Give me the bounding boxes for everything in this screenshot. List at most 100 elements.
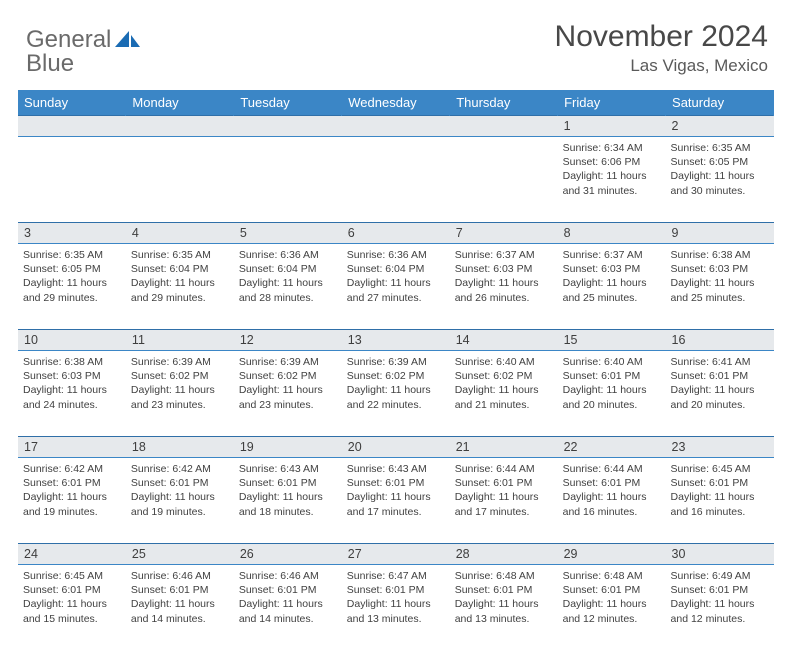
day-cell-content: Sunrise: 6:48 AMSunset: 6:01 PMDaylight:… (563, 569, 661, 626)
day-cell: Sunrise: 6:43 AMSunset: 6:01 PMDaylight:… (342, 458, 450, 544)
day-cell: Sunrise: 6:39 AMSunset: 6:02 PMDaylight:… (342, 351, 450, 437)
dow-thursday: Thursday (450, 90, 558, 116)
header: General November 2024 Las Vigas, Mexico (18, 20, 774, 76)
week-row: Sunrise: 6:42 AMSunset: 6:01 PMDaylight:… (18, 458, 774, 544)
day-number: 16 (666, 330, 774, 351)
day-number: 9 (666, 223, 774, 244)
day-cell: Sunrise: 6:35 AMSunset: 6:05 PMDaylight:… (18, 244, 126, 330)
month-title: November 2024 (555, 20, 768, 54)
location: Las Vigas, Mexico (555, 56, 768, 76)
day-number: 17 (18, 437, 126, 458)
day-cell-content: Sunrise: 6:46 AMSunset: 6:01 PMDaylight:… (239, 569, 337, 626)
day-cell: Sunrise: 6:34 AMSunset: 6:06 PMDaylight:… (558, 137, 666, 223)
day-cell: Sunrise: 6:42 AMSunset: 6:01 PMDaylight:… (18, 458, 126, 544)
day-number: 22 (558, 437, 666, 458)
day-cell-content: Sunrise: 6:37 AMSunset: 6:03 PMDaylight:… (563, 248, 661, 305)
day-number: 13 (342, 330, 450, 351)
day-number: 19 (234, 437, 342, 458)
day-cell-content: Sunrise: 6:35 AMSunset: 6:05 PMDaylight:… (23, 248, 121, 305)
day-number: 29 (558, 544, 666, 565)
day-cell: Sunrise: 6:37 AMSunset: 6:03 PMDaylight:… (558, 244, 666, 330)
day-cell-content: Sunrise: 6:37 AMSunset: 6:03 PMDaylight:… (455, 248, 553, 305)
day-cell-content: Sunrise: 6:39 AMSunset: 6:02 PMDaylight:… (239, 355, 337, 412)
day-cell-content: Sunrise: 6:40 AMSunset: 6:01 PMDaylight:… (563, 355, 661, 412)
day-number: 3 (18, 223, 126, 244)
day-cell (342, 137, 450, 223)
day-cell: Sunrise: 6:39 AMSunset: 6:02 PMDaylight:… (234, 351, 342, 437)
day-cell: Sunrise: 6:41 AMSunset: 6:01 PMDaylight:… (666, 351, 774, 437)
day-cell: Sunrise: 6:40 AMSunset: 6:02 PMDaylight:… (450, 351, 558, 437)
day-cell-content: Sunrise: 6:42 AMSunset: 6:01 PMDaylight:… (131, 462, 229, 519)
day-number: 11 (126, 330, 234, 351)
day-number: 23 (666, 437, 774, 458)
day-cell: Sunrise: 6:44 AMSunset: 6:01 PMDaylight:… (558, 458, 666, 544)
day-number: 10 (18, 330, 126, 351)
week-row: Sunrise: 6:34 AMSunset: 6:06 PMDaylight:… (18, 137, 774, 223)
day-cell-content: Sunrise: 6:34 AMSunset: 6:06 PMDaylight:… (563, 141, 661, 198)
day-cell: Sunrise: 6:38 AMSunset: 6:03 PMDaylight:… (666, 244, 774, 330)
day-number (450, 116, 558, 137)
day-number: 28 (450, 544, 558, 565)
day-number (126, 116, 234, 137)
day-cell: Sunrise: 6:35 AMSunset: 6:05 PMDaylight:… (666, 137, 774, 223)
day-number: 15 (558, 330, 666, 351)
day-number: 4 (126, 223, 234, 244)
day-cell-content: Sunrise: 6:38 AMSunset: 6:03 PMDaylight:… (671, 248, 769, 305)
day-cell: Sunrise: 6:48 AMSunset: 6:01 PMDaylight:… (558, 565, 666, 651)
day-cell-content: Sunrise: 6:45 AMSunset: 6:01 PMDaylight:… (23, 569, 121, 626)
day-cell: Sunrise: 6:39 AMSunset: 6:02 PMDaylight:… (126, 351, 234, 437)
day-cell: Sunrise: 6:46 AMSunset: 6:01 PMDaylight:… (234, 565, 342, 651)
day-cell-content: Sunrise: 6:43 AMSunset: 6:01 PMDaylight:… (347, 462, 445, 519)
day-cell: Sunrise: 6:35 AMSunset: 6:04 PMDaylight:… (126, 244, 234, 330)
day-cell-content: Sunrise: 6:39 AMSunset: 6:02 PMDaylight:… (131, 355, 229, 412)
day-number: 21 (450, 437, 558, 458)
day-cell: Sunrise: 6:48 AMSunset: 6:01 PMDaylight:… (450, 565, 558, 651)
day-number: 27 (342, 544, 450, 565)
day-cell: Sunrise: 6:44 AMSunset: 6:01 PMDaylight:… (450, 458, 558, 544)
day-cell-content: Sunrise: 6:46 AMSunset: 6:01 PMDaylight:… (131, 569, 229, 626)
day-cell-content: Sunrise: 6:35 AMSunset: 6:04 PMDaylight:… (131, 248, 229, 305)
day-cell: Sunrise: 6:38 AMSunset: 6:03 PMDaylight:… (18, 351, 126, 437)
dow-friday: Friday (558, 90, 666, 116)
day-cell-content: Sunrise: 6:36 AMSunset: 6:04 PMDaylight:… (239, 248, 337, 305)
calendar-table: Sunday Monday Tuesday Wednesday Thursday… (18, 90, 774, 651)
day-cell-content: Sunrise: 6:44 AMSunset: 6:01 PMDaylight:… (455, 462, 553, 519)
day-cell: Sunrise: 6:43 AMSunset: 6:01 PMDaylight:… (234, 458, 342, 544)
day-number (342, 116, 450, 137)
day-cell (18, 137, 126, 223)
day-number: 25 (126, 544, 234, 565)
day-cell (126, 137, 234, 223)
day-number: 26 (234, 544, 342, 565)
week-row: Sunrise: 6:38 AMSunset: 6:03 PMDaylight:… (18, 351, 774, 437)
week-row: Sunrise: 6:35 AMSunset: 6:05 PMDaylight:… (18, 244, 774, 330)
day-number (234, 116, 342, 137)
day-cell: Sunrise: 6:36 AMSunset: 6:04 PMDaylight:… (234, 244, 342, 330)
day-number: 5 (234, 223, 342, 244)
day-cell-content: Sunrise: 6:39 AMSunset: 6:02 PMDaylight:… (347, 355, 445, 412)
day-cell-content: Sunrise: 6:42 AMSunset: 6:01 PMDaylight:… (23, 462, 121, 519)
daynum-row: 10111213141516 (18, 330, 774, 351)
day-cell: Sunrise: 6:45 AMSunset: 6:01 PMDaylight:… (666, 458, 774, 544)
day-cell: Sunrise: 6:36 AMSunset: 6:04 PMDaylight:… (342, 244, 450, 330)
daynum-row: 17181920212223 (18, 437, 774, 458)
day-number: 1 (558, 116, 666, 137)
day-cell-content: Sunrise: 6:49 AMSunset: 6:01 PMDaylight:… (671, 569, 769, 626)
dow-wednesday: Wednesday (342, 90, 450, 116)
day-cell-content: Sunrise: 6:41 AMSunset: 6:01 PMDaylight:… (671, 355, 769, 412)
day-cell: Sunrise: 6:37 AMSunset: 6:03 PMDaylight:… (450, 244, 558, 330)
week-row: Sunrise: 6:45 AMSunset: 6:01 PMDaylight:… (18, 565, 774, 651)
day-cell-content: Sunrise: 6:38 AMSunset: 6:03 PMDaylight:… (23, 355, 121, 412)
logo-text-b: Blue (26, 50, 74, 78)
day-number: 7 (450, 223, 558, 244)
day-number: 6 (342, 223, 450, 244)
dow-tuesday: Tuesday (234, 90, 342, 116)
day-number: 24 (18, 544, 126, 565)
day-cell-content: Sunrise: 6:45 AMSunset: 6:01 PMDaylight:… (671, 462, 769, 519)
day-cell: Sunrise: 6:45 AMSunset: 6:01 PMDaylight:… (18, 565, 126, 651)
dow-saturday: Saturday (666, 90, 774, 116)
daynum-row: 24252627282930 (18, 544, 774, 565)
dow-monday: Monday (126, 90, 234, 116)
dow-sunday: Sunday (18, 90, 126, 116)
day-number: 18 (126, 437, 234, 458)
day-of-week-row: Sunday Monday Tuesday Wednesday Thursday… (18, 90, 774, 116)
